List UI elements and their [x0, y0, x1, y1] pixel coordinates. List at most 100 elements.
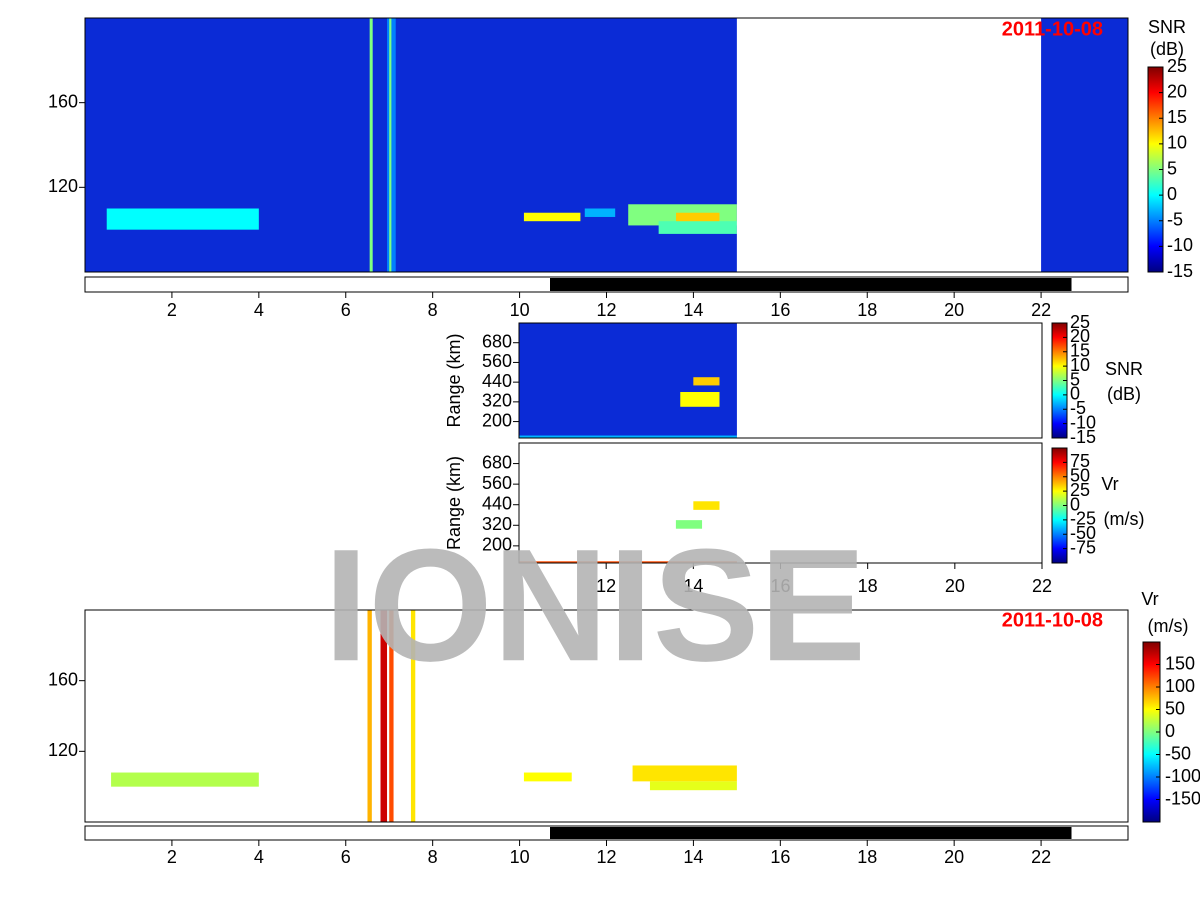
night-bar	[550, 827, 1072, 839]
colorbar-tick-label: 50	[1070, 466, 1090, 486]
colorbar-label: (m/s)	[1148, 616, 1189, 636]
plot-area	[85, 18, 1128, 272]
echo-patch	[111, 772, 259, 787]
colorbar-label: SNR	[1148, 17, 1186, 37]
x-tick-label: 6	[341, 300, 351, 320]
plot-area	[85, 610, 1128, 822]
colorbar-tick-label: -10	[1070, 412, 1096, 432]
echo-patch	[519, 561, 737, 563]
x-tick-label: 18	[857, 300, 877, 320]
colorbar-tick-label: -75	[1070, 537, 1096, 557]
colorbar-tick-label: 100	[1165, 676, 1195, 696]
x-tick-label: 18	[857, 847, 877, 867]
echo-patch	[380, 610, 388, 822]
colorbar-label: (m/s)	[1104, 509, 1145, 529]
echo-patch	[658, 221, 737, 234]
y-tick-label: 200	[482, 535, 512, 555]
x-tick-label: 4	[254, 300, 264, 320]
colorbar-tick-label: 25	[1070, 480, 1090, 500]
x-tick-label: 12	[596, 300, 616, 320]
echo-patch	[387, 18, 396, 272]
echo-patch	[693, 377, 720, 386]
colorbar-label: Vr	[1101, 474, 1118, 494]
x-tick-label: 14	[683, 847, 703, 867]
colorbar-tick-label: 25	[1070, 312, 1090, 332]
plot-area	[519, 443, 1042, 563]
colorbar-label: (dB)	[1107, 384, 1141, 404]
y-tick-label: 320	[482, 391, 512, 411]
x-tick-label: 14	[683, 300, 703, 320]
colorbar-tick-label: -50	[1165, 743, 1191, 763]
colorbar-label: Vr	[1141, 589, 1158, 609]
colorbar-tick-label: -15	[1070, 427, 1096, 447]
y-tick-label: 120	[48, 740, 78, 760]
plot-background	[519, 443, 1042, 563]
x-tick-label: 20	[944, 847, 964, 867]
echo-patch	[676, 212, 720, 222]
echo-patch	[675, 520, 703, 529]
colorbar-tick-label: 20	[1167, 81, 1187, 101]
x-tick-label: 8	[428, 300, 438, 320]
y-tick-label: 560	[482, 473, 512, 493]
panel-date: 2011-10-08	[1002, 18, 1103, 40]
x-tick-label: 20	[945, 576, 965, 596]
y-axis-label: Range (km)	[444, 456, 464, 550]
y-tick-label: 320	[482, 514, 512, 534]
colorbar-tick-label: -5	[1070, 398, 1086, 418]
x-tick-label: 12	[596, 847, 616, 867]
echo-patch	[106, 208, 259, 230]
colorbar-tick-label: 10	[1167, 133, 1187, 153]
x-tick-label: 2	[167, 300, 177, 320]
x-tick-label: 18	[858, 576, 878, 596]
colorbar-tick-label: 5	[1070, 369, 1080, 389]
x-tick-label: 14	[683, 576, 703, 596]
colorbar-tick-label: 150	[1165, 653, 1195, 673]
colorbar-tick-label: 50	[1165, 698, 1185, 718]
colorbar-label: (dB)	[1150, 39, 1184, 59]
echo-patch	[410, 610, 416, 822]
x-tick-label: 22	[1031, 847, 1051, 867]
x-tick-label: 22	[1032, 576, 1052, 596]
watermark: IONISE	[324, 515, 866, 694]
colorbar-label: SNR	[1105, 359, 1143, 379]
x-tick-label: 22	[1031, 300, 1051, 320]
x-tick-label: 4	[254, 847, 264, 867]
colorbar-tick-label: 0	[1070, 494, 1080, 514]
echo-patch	[632, 765, 737, 782]
plot-background	[85, 610, 1128, 822]
echo-patch	[693, 501, 720, 510]
data-gap	[736, 323, 1042, 438]
colorbar-tick-label: 0	[1165, 721, 1175, 741]
x-tick-label: 16	[770, 300, 790, 320]
colorbar-tick-label: 0	[1070, 384, 1080, 404]
colorbar-tick-label: 0	[1167, 184, 1177, 204]
colorbar-tick-label: 20	[1070, 326, 1090, 346]
y-tick-label: 440	[482, 371, 512, 391]
y-tick-label: 680	[482, 331, 512, 351]
colorbar-tick-label: -15	[1167, 261, 1193, 281]
echo-patch	[389, 18, 392, 272]
colorbar-tick-label: 25	[1167, 56, 1187, 76]
data-gap	[736, 18, 1042, 272]
night-bar	[550, 278, 1072, 291]
y-tick-label: 680	[482, 452, 512, 472]
echo-patch	[389, 610, 394, 822]
y-tick-label: 200	[482, 410, 512, 430]
colorbar-tick-label: 75	[1070, 451, 1090, 471]
x-tick-label: 20	[944, 300, 964, 320]
y-tick-label: 160	[48, 91, 78, 111]
y-tick-label: 160	[48, 669, 78, 689]
colorbar-tick-label: -150	[1165, 788, 1200, 808]
x-tick-label: 16	[770, 576, 790, 596]
echo-patch	[649, 781, 737, 791]
colorbar-tick-label: -100	[1165, 766, 1200, 786]
plot-area	[519, 323, 1042, 438]
x-tick-label: 10	[510, 300, 530, 320]
y-axis-label: Range (km)	[444, 333, 464, 427]
x-tick-label: 16	[770, 847, 790, 867]
x-tick-label: 12	[596, 576, 616, 596]
x-tick-label: 6	[341, 847, 351, 867]
echo-patch	[584, 208, 616, 217]
echo-patch	[680, 392, 720, 407]
